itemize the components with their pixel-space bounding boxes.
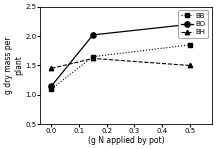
X-axis label: (g N applied by pot): (g N applied by pot) xyxy=(88,136,164,145)
Legend: BB, BO, BH: BB, BO, BH xyxy=(178,10,208,38)
Y-axis label: g dry mass per
plant: g dry mass per plant xyxy=(4,37,24,94)
